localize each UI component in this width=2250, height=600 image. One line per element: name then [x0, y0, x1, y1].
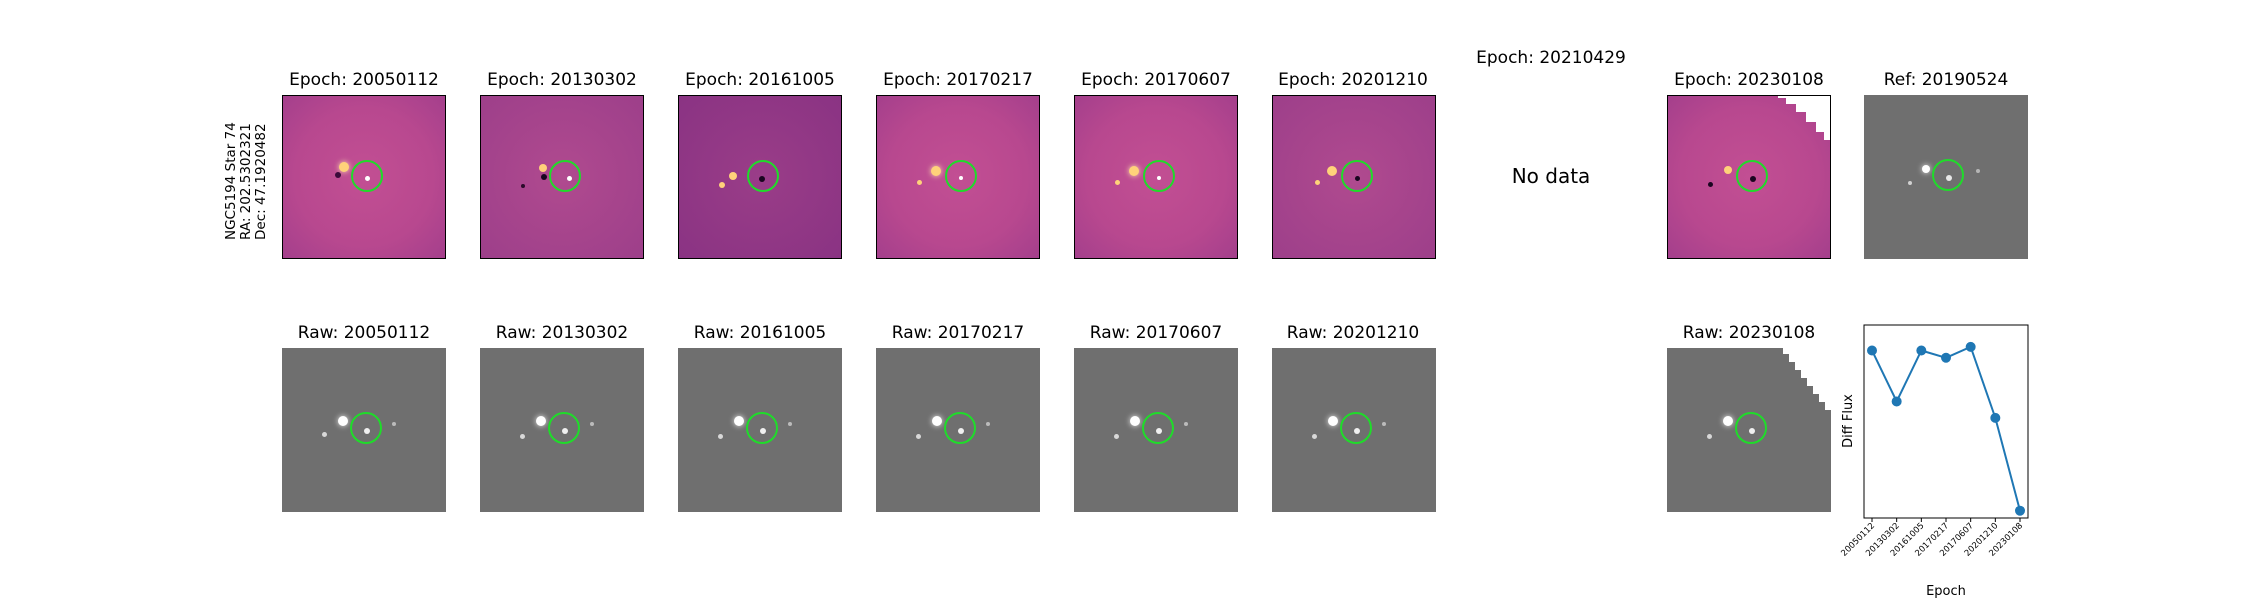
- data-point: [1990, 412, 2001, 423]
- raw-image-7: [1667, 348, 1831, 512]
- light-curve-chart: 2005011220130302201610052017021720170607…: [1839, 324, 2029, 599]
- diff-title-7: Epoch: 20210429: [1476, 48, 1626, 68]
- raw-title-7: Raw: 20230108: [1682, 323, 1816, 343]
- diff-title-4: Epoch: 20170217: [883, 70, 1033, 90]
- raw-image-1: [282, 348, 446, 512]
- raw-image-4: [876, 348, 1040, 512]
- edge-mask: [1778, 96, 1830, 140]
- data-point: [2015, 505, 2025, 516]
- diff-image-2: [480, 95, 644, 259]
- raw-image-2: [480, 348, 644, 512]
- star-dec: Dec: 47.1920482: [253, 123, 269, 240]
- raw-title-4: Raw: 20170217: [891, 323, 1025, 343]
- diff-title-8: Epoch: 20230108: [1674, 70, 1824, 90]
- diff-image-5: [1074, 95, 1238, 259]
- diff-image-6: [1272, 95, 1436, 259]
- x-axis-label: Epoch: [1926, 584, 1966, 599]
- star-ra: RA: 202.5302321: [238, 123, 254, 240]
- star-info-label: NGC5194 Star 74 RA: 202.5302321 Dec: 47.…: [223, 122, 269, 240]
- raw-image-3: [678, 348, 842, 512]
- raw-title-3: Raw: 20161005: [693, 323, 827, 343]
- star-name: NGC5194 Star 74: [223, 122, 239, 240]
- diff-image-4: [876, 95, 1040, 259]
- series-line: [1871, 345, 2021, 511]
- diff-image-8: [1667, 95, 1831, 259]
- raw-title-5: Raw: 20170607: [1089, 323, 1223, 343]
- data-point: [1941, 352, 1951, 363]
- ref-title: Ref: 20190524: [1883, 70, 2009, 90]
- data-point: [1916, 345, 1927, 356]
- raw-image-6: [1272, 348, 1436, 512]
- data-point: [1965, 341, 1976, 352]
- raw-image-5: [1074, 348, 1238, 512]
- ref-image: [1864, 95, 2028, 259]
- diff-image-3: [678, 95, 842, 259]
- raw-edge-mask: [1783, 348, 1831, 410]
- diff-title-5: Epoch: 20170607: [1081, 70, 1231, 90]
- raw-title-2: Raw: 20130302: [495, 323, 629, 343]
- diff-image-1: [282, 95, 446, 259]
- diff-title-6: Epoch: 20201210: [1278, 70, 1428, 90]
- raw-title-6: Raw: 20201210: [1286, 323, 1420, 343]
- y-axis-label: Diff Flux: [1841, 394, 1856, 448]
- diff-title-2: Epoch: 20130302: [487, 70, 637, 90]
- diff-title-3: Epoch: 20161005: [685, 70, 835, 90]
- no-data-text: No data: [1511, 164, 1591, 188]
- diff-title-1: Epoch: 20050112: [289, 70, 439, 90]
- raw-title-1: Raw: 20050112: [297, 323, 431, 343]
- data-point: [1891, 396, 1902, 407]
- data-point: [1867, 345, 1877, 356]
